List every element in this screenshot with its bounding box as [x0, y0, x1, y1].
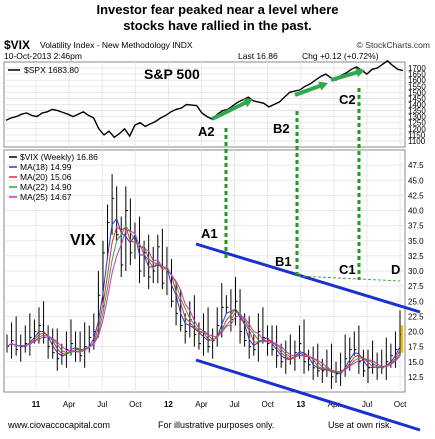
- chart-texts: $VIX Volatility Index - New Methodology I…: [4, 38, 430, 430]
- green-arrow-shaft: [330, 69, 360, 82]
- footer-site: www.ciovaccocapital.com: [7, 420, 110, 430]
- vix-tick-label: 20.0: [408, 328, 424, 337]
- vix-legend-entry: MA(18) 14.99: [20, 162, 72, 172]
- spx-legend: $SPX 1683.80: [24, 65, 79, 75]
- vix-ma-line: [6, 225, 401, 373]
- x-tick-label: Oct: [129, 400, 142, 409]
- label-d: D: [391, 262, 400, 277]
- spx-tick-label: 1550: [408, 82, 426, 91]
- vix-tick-label: 12.5: [408, 373, 424, 382]
- footer-risk: Use at own risk.: [328, 420, 392, 430]
- x-tick-label: Jul: [97, 400, 107, 409]
- spx-tick-label: 1700: [408, 64, 426, 73]
- spx-tick-label: 1450: [408, 94, 426, 103]
- vix-tick-label: 15.0: [408, 358, 424, 367]
- vix-tick-label: 35.0: [408, 237, 424, 246]
- x-tick-label: Oct: [394, 400, 407, 409]
- x-tick-label: Oct: [261, 400, 274, 409]
- vix-tick-label: 42.5: [408, 191, 424, 200]
- x-tick-label: Jul: [229, 400, 239, 409]
- symbol-label: $VIX: [4, 38, 30, 52]
- vix-label: VIX: [70, 232, 96, 249]
- green-arrow-head: [318, 81, 328, 91]
- vix-tick-label: 17.5: [408, 343, 424, 352]
- stockcharts-credit: © StockCharts.com: [357, 40, 430, 50]
- x-tick-label: 13: [296, 400, 305, 409]
- spx-tick-label: 1200: [408, 125, 426, 134]
- spx-tick-label: 1500: [408, 88, 426, 97]
- spx-tick-label: 1400: [408, 101, 426, 110]
- spx-tick-label: 1150: [408, 131, 426, 140]
- vix-tick-label: 40.0: [408, 207, 424, 216]
- x-tick-label: Jul: [362, 400, 372, 409]
- vix-tick-label: 47.5: [408, 161, 424, 170]
- spx-tick-label: 1300: [408, 113, 426, 122]
- spx-tick-label: 1600: [408, 76, 426, 85]
- green-arrow-shaft: [294, 83, 324, 97]
- lower-channel-line: [195, 358, 421, 432]
- upper-channel-line: [195, 242, 421, 314]
- green-arrow-shaft: [211, 99, 249, 121]
- spx-tick-label: 1250: [408, 119, 426, 128]
- annotations: [195, 67, 421, 432]
- spx-tick-label: 1350: [408, 107, 426, 116]
- label-a2: A2: [198, 124, 215, 139]
- vix-legend-entry: $VIX (Weekly) 16.86: [20, 152, 98, 162]
- vix-tick-label: 25.0: [408, 297, 424, 306]
- spx-tick-label: 1100: [408, 137, 426, 146]
- footer-note: For illustrative purposes only.: [158, 420, 274, 430]
- label-b1: B1: [275, 254, 292, 269]
- x-tick-label: 12: [164, 400, 173, 409]
- green-arrow-head: [355, 67, 365, 78]
- vix-tick-label: 22.5: [408, 312, 424, 321]
- d-reference-line: [297, 275, 401, 282]
- vix-tick-label: 27.5: [408, 282, 424, 291]
- timestamp: 10-Oct-2013 2:46pm: [4, 51, 82, 61]
- vix-tick-label: 37.5: [408, 222, 424, 231]
- x-tick-label: Apr: [195, 400, 208, 409]
- spx-grid: 1100115012001250130013501400145015001550…: [4, 62, 426, 147]
- label-c2: C2: [339, 92, 356, 107]
- vix-legend-entry: MA(22) 14.90: [20, 182, 72, 192]
- vix-tick-label: 32.5: [408, 252, 424, 261]
- vix-ma-line: [6, 230, 401, 373]
- sp500-label: S&P 500: [144, 66, 200, 82]
- green-arrow-head: [243, 98, 253, 108]
- vix-tick-label: 30.0: [408, 267, 424, 276]
- caption-line-1: Investor fear peaked near a level where: [96, 2, 339, 17]
- vix-legend-entry: MA(20) 15.06: [20, 172, 72, 182]
- spx-tick-label: 1650: [408, 70, 426, 79]
- x-tick-label: Apr: [63, 400, 76, 409]
- change-value: Chg +0.12 (+0.72%): [302, 51, 379, 61]
- vix-legend-entry: MA(25) 14.67: [20, 192, 72, 202]
- label-c1: C1: [339, 262, 356, 277]
- caption-line-2: stocks have rallied in the past.: [123, 18, 312, 33]
- x-tick-label: 11: [32, 400, 41, 409]
- label-b2: B2: [273, 121, 290, 136]
- vix-tick-label: 45.0: [408, 176, 424, 185]
- vix-moving-averages: [6, 217, 401, 375]
- label-a1: A1: [201, 226, 218, 241]
- chart-caption: Investor fear peaked near a level where …: [0, 2, 435, 34]
- last-value: Last 16.86: [238, 51, 278, 61]
- vix-price-bars: [6, 174, 404, 389]
- index-name: Volatility Index - New Methodology INDX: [40, 40, 193, 50]
